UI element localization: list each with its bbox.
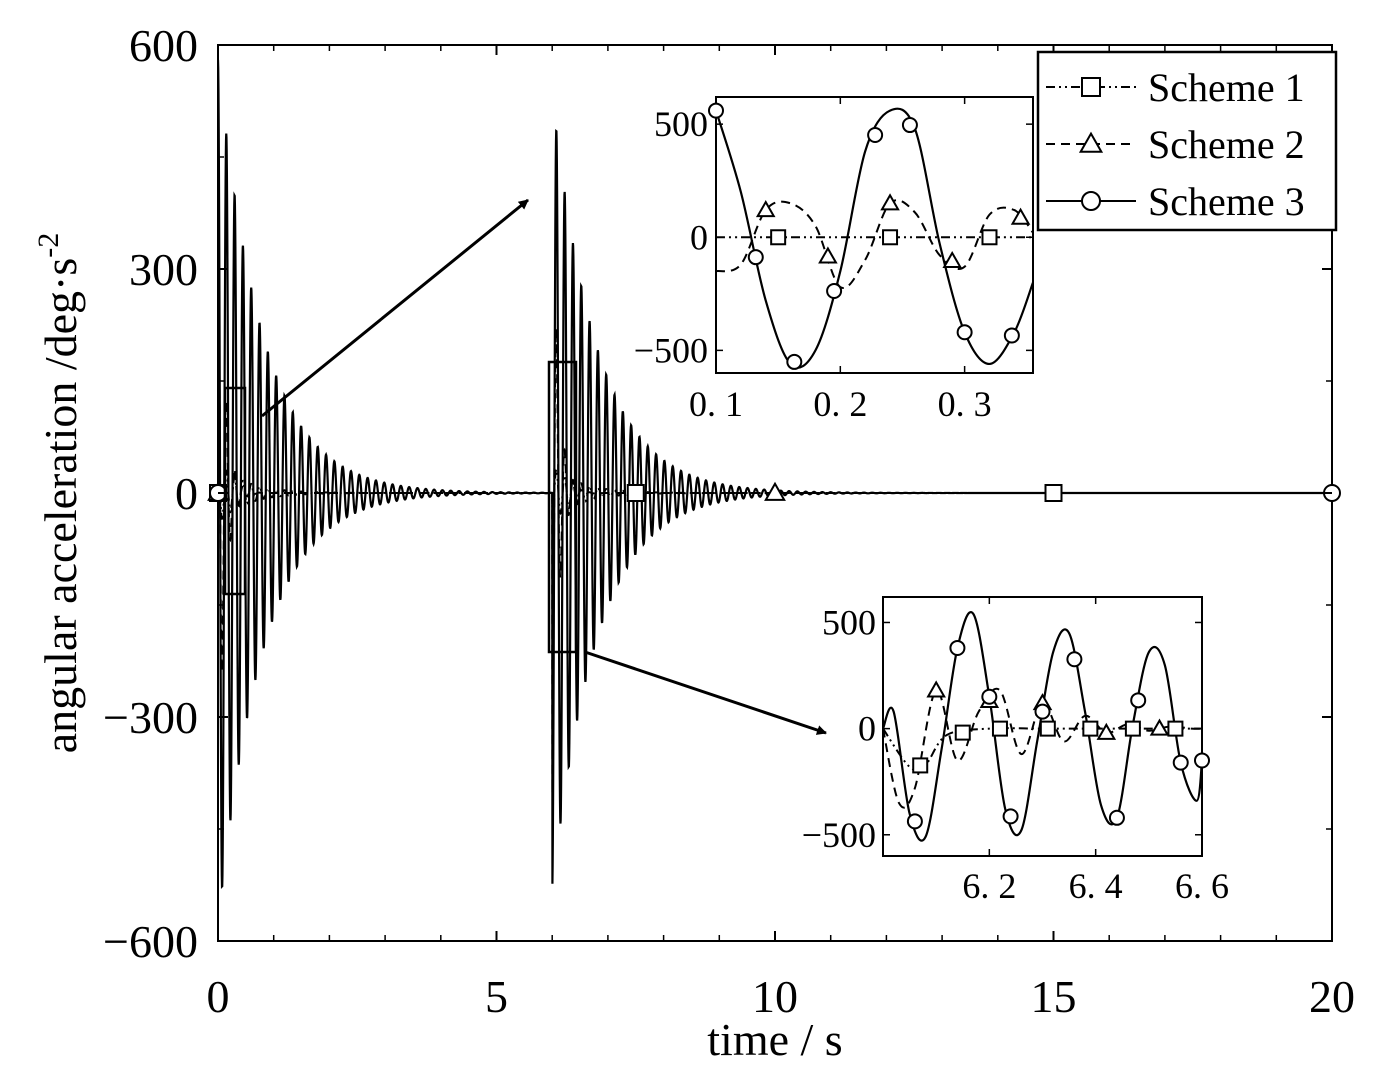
- zoom-arrow-1: [261, 198, 529, 418]
- x-tick-label-3: 15: [1031, 971, 1077, 1022]
- y-axis-label: angular acceleration /deg·s: [35, 258, 86, 754]
- y-axis-label-group: angular acceleration /deg·s-2: [32, 233, 86, 754]
- legend-label-scheme-1: Scheme 1: [1148, 65, 1305, 110]
- zoom-box-1: [223, 386, 247, 596]
- inset-2-marker-scheme-1-0: [912, 757, 929, 774]
- inset-2-marker-scheme-1-4: [1082, 720, 1099, 737]
- inset-2-marker-scheme-3-2: [981, 688, 998, 705]
- inset-1-marker-scheme-2-2: [880, 193, 900, 211]
- inset-2-marker-scheme-3-6: [1108, 809, 1125, 826]
- inset-2-marker-scheme-3-0: [906, 813, 923, 830]
- inset-2-marker-scheme-1-2: [991, 720, 1008, 737]
- main-ticks-group: [217, 44, 1333, 942]
- inset-1-marker-scheme-2-1: [818, 246, 838, 264]
- inset-1-marker-scheme-2-4: [1010, 207, 1031, 225]
- inset-2-series-scheme-3: [883, 611, 1202, 842]
- legend-label-scheme-3: Scheme 3: [1148, 179, 1305, 224]
- inset-2-marker-scheme-1-5: [1124, 720, 1141, 737]
- inset-1-marker-scheme-3-7: [1003, 327, 1020, 344]
- inset-1-marker-scheme-3-4: [867, 127, 884, 144]
- inset-1-ticks-group: 0. 1 0. 2 0. 3 −500 0 500: [634, 97, 1033, 424]
- inset-1-marker-scheme-2-3: [942, 250, 962, 269]
- inset-2-x-tick-label-0: 6. 2: [962, 866, 1016, 906]
- main-tick-labels: 0 5 10 15 20 −600 −300 0 300 600: [103, 20, 1355, 1022]
- inset-2-marker-scheme-3-1: [949, 639, 966, 656]
- y-tick-label-1: −300: [103, 692, 198, 743]
- inset-2-y-tick-label-1: 0: [858, 709, 876, 749]
- inset-1-marker-scheme-3-2: [786, 353, 803, 370]
- inset-2-marker-scheme-3-4: [1034, 703, 1051, 720]
- inset-1-marker-scheme-1-2: [981, 229, 998, 246]
- inset-1-marker-scheme-3-0: [708, 102, 724, 119]
- inset-2-marker-scheme-2-4: [1149, 718, 1170, 736]
- inset-1-y-tick-label-1: 0: [690, 217, 708, 257]
- inset-1-x-tick-label-2: 0. 3: [938, 384, 992, 424]
- main-marker-scheme-1-2: [1044, 484, 1063, 502]
- inset-1-x-tick-label-0: 0. 1: [689, 384, 743, 424]
- inset-1-frame: [715, 96, 1034, 374]
- inset-1-marker-scheme-3-1: [747, 249, 764, 266]
- inset-2-markers-group: [906, 639, 1210, 830]
- zoom-box-2: [547, 360, 578, 654]
- inset-2-series-scheme-2: [883, 687, 1202, 809]
- inset-2-y-tick-label-0: −500: [802, 815, 876, 855]
- x-tick-label-1: 5: [485, 971, 508, 1022]
- inset-2-marker-scheme-3-8: [1172, 754, 1189, 771]
- inset-2-x-tick-label-2: 6. 6: [1175, 866, 1229, 906]
- x-tick-label-4: 20: [1309, 971, 1355, 1022]
- inset-2-marker-scheme-1-6: [1167, 720, 1184, 737]
- y-tick-label-3: 300: [129, 244, 198, 295]
- inset-2-marker-scheme-3-3: [1002, 808, 1019, 825]
- x-tick-label-0: 0: [207, 971, 230, 1022]
- legend-marker-scheme-2: [1078, 131, 1104, 153]
- main-markers-group: [207, 481, 1341, 502]
- inset-1-marker-scheme-3-3: [826, 282, 843, 299]
- inset-2-ticks-group: 6. 2 6. 4 6. 6 −500 0 500: [802, 597, 1229, 906]
- svg-text:angular acceleration /deg·s-2: angular acceleration /deg·s-2: [32, 233, 86, 754]
- main-marker-scheme-1-1: [626, 484, 645, 502]
- x-axis-label: time / s: [707, 1014, 842, 1065]
- inset-1-series-scheme-3: [716, 107, 1033, 369]
- inset-2-x-tick-label-1: 6. 4: [1069, 866, 1123, 906]
- y-tick-label-0: −600: [103, 916, 198, 967]
- inset-1-marker-scheme-1-0: [770, 229, 787, 246]
- inset-2-marker-scheme-1-1: [954, 724, 971, 741]
- inset-1-marker-scheme-1-1: [882, 229, 899, 246]
- inset-1-marker-scheme-2-0: [755, 200, 776, 218]
- inset-2-marker-scheme-3-9: [1194, 752, 1210, 769]
- inset-2-marker-scheme-2-0: [926, 680, 946, 698]
- inset-2-marker-scheme-2-3: [1096, 722, 1117, 740]
- inset-2-y-tick-label-2: 500: [822, 602, 876, 642]
- main-marker-scheme-2-1: [764, 481, 786, 501]
- y-axis-label-exponent: -2: [32, 233, 65, 258]
- inset-1-marker-scheme-3-6: [956, 324, 973, 341]
- inset-1-marker-scheme-3-5: [901, 117, 918, 134]
- legend-marker-scheme-3: [1081, 191, 1101, 211]
- y-tick-label-2: 0: [175, 468, 198, 519]
- zoom-arrow-2: [584, 650, 827, 735]
- legend-label-scheme-2: Scheme 2: [1148, 122, 1305, 167]
- inset-2-marker-scheme-1-3: [1039, 720, 1056, 737]
- inset-1-x-tick-label-1: 0. 2: [813, 384, 867, 424]
- legend: Scheme 1 Scheme 2 Scheme 3: [1036, 50, 1338, 232]
- x-tick-label-2: 10: [752, 971, 798, 1022]
- inset-2-marker-scheme-3-7: [1130, 692, 1147, 709]
- inset-1-y-tick-label-0: −500: [634, 330, 708, 370]
- legend-marker-scheme-1: [1081, 77, 1101, 97]
- inset-1-y-tick-label-2: 500: [654, 104, 708, 144]
- inset-2-marker-scheme-3-5: [1066, 651, 1083, 668]
- y-tick-label-4: 600: [129, 20, 198, 71]
